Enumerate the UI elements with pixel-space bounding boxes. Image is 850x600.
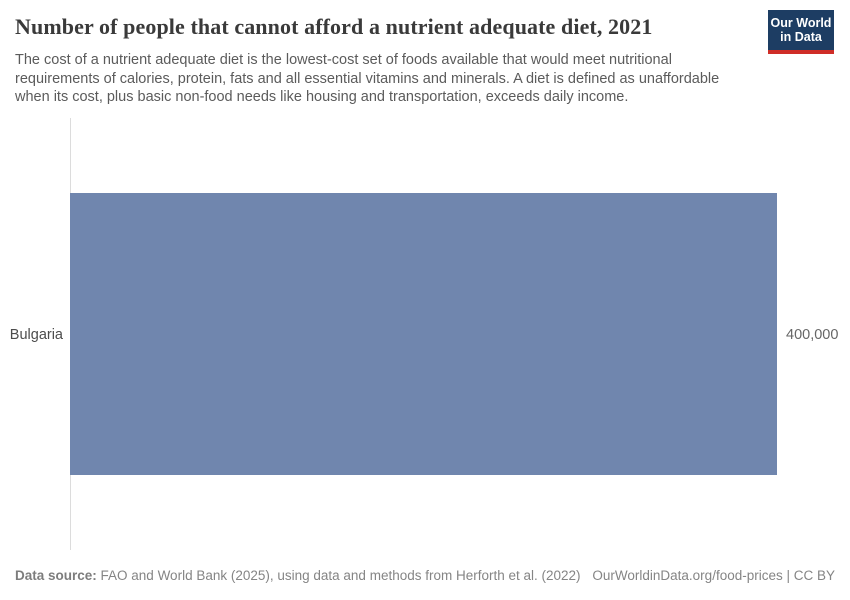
value-label-bulgaria: 400,000 — [786, 327, 839, 343]
plot-area — [70, 118, 777, 550]
owid-logo[interactable]: Our World in Data — [768, 10, 834, 54]
license-link[interactable]: OurWorldinData.org/food-prices | CC BY — [592, 568, 835, 583]
chart-subtitle: The cost of a nutrient adequate diet is … — [15, 52, 720, 106]
data-source-text: FAO and World Bank (2025), using data an… — [96, 568, 581, 583]
owid-logo-line1: Our World — [770, 15, 832, 30]
bar-bulgaria[interactable] — [70, 193, 777, 475]
data-source-label: Data source: — [15, 568, 97, 583]
chart-title: Number of people that cannot afford a nu… — [15, 14, 653, 39]
entity-label-bulgaria: Bulgaria — [9, 327, 63, 343]
chart-footer: Data source: FAO and World Bank (2025), … — [15, 568, 835, 583]
data-source-note: Data source: FAO and World Bank (2025), … — [15, 568, 581, 583]
owid-logo-line2: in Data — [780, 30, 822, 44]
